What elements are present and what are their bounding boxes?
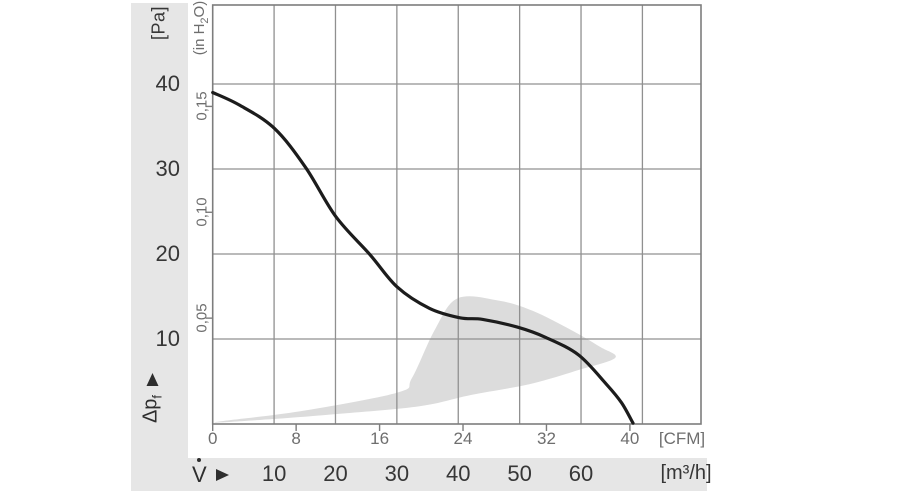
plot-frame: [211, 4, 702, 425]
left-axis-band: [131, 3, 188, 491]
pressure-curve: [211, 90, 635, 425]
